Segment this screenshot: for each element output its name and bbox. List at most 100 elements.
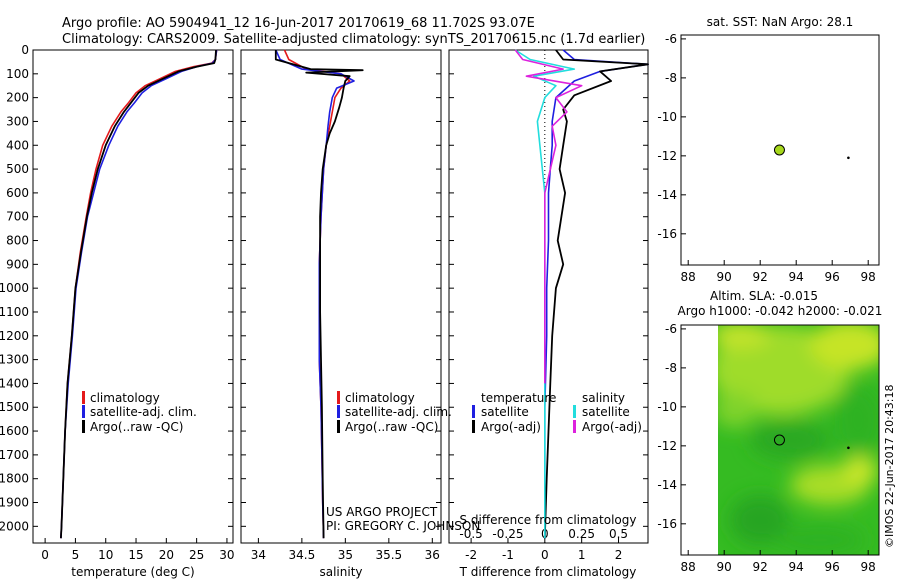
depth-tick-label: 300 <box>6 114 29 128</box>
sla_map-track-dot <box>847 446 850 450</box>
legend-label-s-argo: Argo(-adj) <box>582 420 642 434</box>
temperature-xtick-label: 25 <box>189 548 204 562</box>
credit-line-2: PI: GREGORY C. JOHNSON <box>326 519 480 533</box>
temperature-series-climatology <box>60 49 218 539</box>
sla_map-xtick-label: 94 <box>789 560 804 574</box>
sst_map-ytick-label: -6 <box>665 32 677 46</box>
salinity-xtick-label: 36 <box>425 548 440 562</box>
legend-label-satellite: satellite-adj. clim. <box>90 405 197 419</box>
temperature-series-satellite-adj-clim- <box>60 49 218 539</box>
difference-stick-label: -0.5 <box>459 527 482 541</box>
difference-xtick-label: 1 <box>578 548 586 562</box>
sla_map-xtick-label: 98 <box>861 560 876 574</box>
sla-map-frame <box>680 324 880 556</box>
depth-tick-label: 400 <box>6 138 29 152</box>
sst_map-argo-marker <box>773 144 785 156</box>
legend-swatch-satellite <box>82 405 85 418</box>
difference-xtick-label: 0 <box>541 548 549 562</box>
copyright-stamp: ©IMOS 22-Jun-2017 20:43:18 <box>883 384 896 548</box>
difference-stick-label: 0.25 <box>568 527 595 541</box>
salinity-xlabel: salinity <box>319 565 362 579</box>
legend-swatch-argo <box>337 420 340 433</box>
difference-xtick-label: -1 <box>502 548 514 562</box>
legend-label-argo: Argo(..raw -QC) <box>345 420 438 434</box>
sst_map-ytick-label: -14 <box>657 188 677 202</box>
sla_map-ytick-label: -6 <box>665 322 677 336</box>
salinity-xtick-label: 34.5 <box>289 548 316 562</box>
sla_map-ytick-label: -16 <box>657 517 677 531</box>
legend-swatch-s-argo <box>573 420 576 433</box>
temperature-xtick-label: 30 <box>219 548 234 562</box>
depth-tick-label: 1200 <box>0 329 29 343</box>
legend-swatch-climatology <box>337 391 340 404</box>
legend-label-t-argo: Argo(-adj) <box>481 420 541 434</box>
legend-label-climatology: climatology <box>345 391 415 405</box>
depth-tick-label: 1800 <box>0 472 29 486</box>
depth-tick-label: 600 <box>6 186 29 200</box>
legend-label-satellite: satellite-adj. clim. <box>345 405 452 419</box>
sst_map-xtick-label: 90 <box>717 270 732 284</box>
axes-layer: 0 5 10 15 20 25 300100200300400500600700800900… <box>0 32 876 574</box>
difference-legend: temperature salinity satellite Argo(-adj… <box>472 391 642 434</box>
temperature-xtick-label: 15 <box>128 548 143 562</box>
difference-xlabel: T difference from climatology <box>459 565 637 579</box>
depth-tick-label: 1900 <box>0 496 29 510</box>
depth-tick-label: 0 <box>21 43 29 57</box>
sst_map-ytick-label: -8 <box>665 71 677 85</box>
difference-panel-frame <box>448 49 649 544</box>
legend-swatch-climatology <box>82 391 85 404</box>
legend-title-salinity: salinity <box>582 391 625 405</box>
depth-tick-label: 700 <box>6 210 29 224</box>
sla_map-ytick-label: -14 <box>657 478 677 492</box>
difference-stick-label: 0.5 <box>609 527 628 541</box>
salinity-xtick-label: 35 <box>338 548 353 562</box>
salinity-series-climatology <box>283 49 351 539</box>
depth-tick-label: 800 <box>6 234 29 248</box>
depth-tick-label: 900 <box>6 257 29 271</box>
salinity-series-satellite-adj-clim- <box>275 49 355 539</box>
sst_map-track-dot <box>847 156 850 160</box>
legend-swatch-t-argo <box>472 420 475 433</box>
header-line-2: Climatology: CARS2009. Satellite-adjuste… <box>62 32 645 47</box>
legend-swatch-satellite <box>337 405 340 418</box>
temperature-legend: climatology satellite-adj. clim. Argo(..… <box>82 391 197 434</box>
temperature-xtick-label: 5 <box>72 548 80 562</box>
temperature-xtick-label: 20 <box>159 548 174 562</box>
legend-swatch-argo <box>82 420 85 433</box>
sla_map-argo-marker <box>773 434 785 446</box>
temperature-panel-frame <box>32 49 234 544</box>
sla-heatmap <box>718 325 879 555</box>
sst-map-title: sat. SST: NaN Argo: 28.1 <box>707 15 854 29</box>
series-layer <box>60 49 850 539</box>
depth-tick-label: 1100 <box>0 305 29 319</box>
difference-stick-label: -0.25 <box>492 527 523 541</box>
salinity-legend: climatology satellite-adj. clim. Argo(..… <box>337 391 452 434</box>
salinity-xtick-label: 35.5 <box>375 548 402 562</box>
sst-map-frame <box>680 34 880 266</box>
difference-xlabel-salinity: S difference from climatology <box>460 513 637 527</box>
sst_map-xtick-label: 92 <box>753 270 768 284</box>
sst_map-xtick-label: 96 <box>825 270 840 284</box>
sst_map-xtick-label: 94 <box>789 270 804 284</box>
depth-tick-label: 1700 <box>0 448 29 462</box>
sst_map-ytick-label: -16 <box>657 227 677 241</box>
depth-tick-label: 500 <box>6 162 29 176</box>
depth-tick-label: 200 <box>6 91 29 105</box>
difference-series-t-argo-adj- <box>543 49 649 539</box>
sla_map-ytick-label: -12 <box>657 439 677 453</box>
sla_map-xtick-label: 96 <box>825 560 840 574</box>
sst_map-xtick-label: 88 <box>681 270 696 284</box>
temperature-xtick-label: 10 <box>98 548 113 562</box>
legend-label-climatology: climatology <box>90 391 160 405</box>
legend-label-s-satellite: satellite <box>582 405 630 419</box>
legend-label-argo: Argo(..raw -QC) <box>90 420 183 434</box>
sla_map-ytick-label: -10 <box>657 400 677 414</box>
legend-swatch-s-satellite <box>573 405 576 418</box>
legend-label-t-satellite: satellite <box>481 405 529 419</box>
difference-xtick-label: -2 <box>465 548 477 562</box>
depth-tick-label: 1500 <box>0 400 29 414</box>
difference-series-s-argo-adj- <box>514 49 583 384</box>
sst_map-ytick-label: -12 <box>657 149 677 163</box>
depth-tick-label: 1400 <box>0 376 29 390</box>
sla-map-title-2: Argo h1000: -0.042 h2000: -0.021 <box>678 304 883 318</box>
